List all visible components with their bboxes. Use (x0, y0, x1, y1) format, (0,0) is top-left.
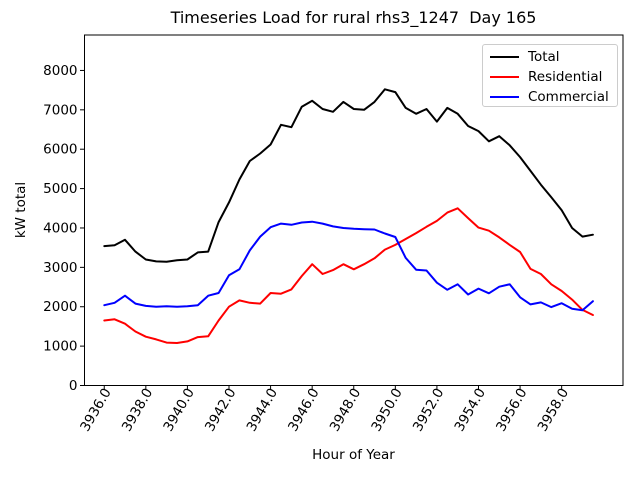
x-tick-label: 3954.0 (451, 386, 488, 435)
legend-label-residential: Residential (528, 69, 603, 85)
series-line-residential (103, 207, 594, 344)
y-tick-label: 8000 (43, 63, 77, 79)
x-tick-label: 3946.0 (285, 386, 322, 435)
x-tick-label: 3940.0 (160, 386, 197, 435)
x-tick-label: 3952.0 (410, 386, 447, 435)
y-tick-label: 0 (69, 378, 78, 394)
legend-label-commercial: Commercial (528, 89, 609, 105)
legend-entry-commercial: Commercial (483, 87, 617, 107)
chart-title: Timeseries Load for rural rhs3_1247 Day … (170, 8, 537, 27)
y-tick-label: 6000 (43, 142, 77, 158)
legend-label-total: Total (528, 49, 560, 65)
y-tick-label: 5000 (43, 181, 77, 197)
x-axis-label: Hour of Year (312, 447, 395, 463)
legend: Total Residential Commercial (482, 44, 618, 107)
x-tick-label: 3950.0 (368, 386, 405, 435)
x-tick-label: 3958.0 (535, 386, 572, 435)
x-tick-label: 3944.0 (244, 386, 281, 435)
y-tick-label: 3000 (43, 260, 77, 276)
x-tick-label: 3956.0 (493, 386, 530, 435)
y-tick-label: 2000 (43, 299, 77, 315)
x-tick-label: 3936.0 (77, 386, 114, 435)
x-tick-label: 3948.0 (327, 386, 364, 435)
legend-entry-residential: Residential (483, 67, 617, 87)
y-tick-label: 4000 (43, 220, 77, 236)
x-tick-label: 3942.0 (202, 386, 239, 435)
series-line-commercial (103, 220, 594, 312)
x-tick-label: 3938.0 (119, 386, 156, 435)
y-tick-label: 7000 (43, 102, 77, 118)
y-tick-label: 1000 (43, 339, 77, 355)
series-line-total (103, 88, 594, 263)
legend-line-residential (490, 76, 519, 78)
legend-line-total (490, 56, 519, 58)
legend-line-commercial (490, 96, 519, 98)
legend-entry-total: Total (483, 47, 617, 67)
